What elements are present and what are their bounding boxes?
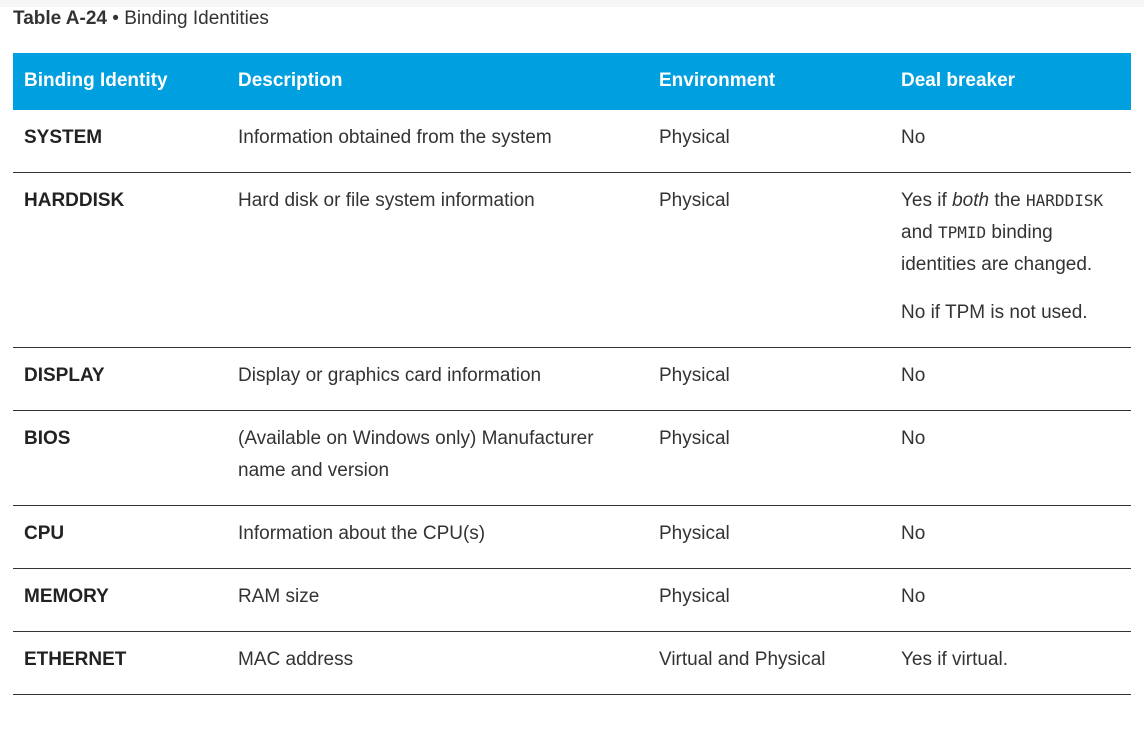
text-run: and bbox=[901, 222, 938, 243]
deal-breaker-cell: No bbox=[890, 568, 1131, 632]
environment: Physical bbox=[659, 127, 730, 148]
binding-table: Binding Identity Description Environment De… bbox=[13, 53, 1131, 695]
deal-breaker-cell: Yes if virtual. bbox=[890, 631, 1131, 695]
description: RAM size bbox=[238, 586, 320, 607]
binding-identity: DISPLAY bbox=[24, 365, 105, 386]
table-row: BIOS (Available on Windows only) Manufact… bbox=[13, 410, 1131, 506]
binding-identity-cell: DISPLAY bbox=[13, 347, 227, 411]
environment-cell: Physical bbox=[648, 568, 890, 632]
description: Display or graphics card information bbox=[238, 365, 542, 386]
description-cell: Display or graphics card information bbox=[227, 347, 648, 411]
binding-identity-cell: ETHERNET bbox=[13, 631, 227, 695]
column-header: Description bbox=[227, 53, 648, 110]
description-cell: Information obtained from the system bbox=[227, 110, 648, 173]
environment: Physical bbox=[659, 523, 730, 544]
top-band bbox=[0, 0, 1144, 7]
code-run: TPMID bbox=[937, 223, 987, 242]
table-body: SYSTEM Information obtained from the syst… bbox=[13, 110, 1131, 695]
caption-label: Table A-24 bbox=[13, 8, 107, 29]
deal-breaker: No bbox=[901, 523, 926, 544]
description: MAC address bbox=[238, 649, 354, 670]
header-row: Binding Identity Description Environment De… bbox=[13, 53, 1131, 110]
deal-breaker: No bbox=[901, 586, 926, 607]
deal-breaker-cell: Yes if both the HARDDISK and TPMID bindi… bbox=[890, 172, 1131, 348]
caption-title: Binding Identities bbox=[124, 8, 269, 29]
deal-breaker: No bbox=[901, 365, 926, 386]
table-row: MEMORY RAM size Physical No bbox=[13, 568, 1131, 632]
table-row: DISPLAY Display or graphics card informat… bbox=[13, 347, 1131, 411]
text-run: binding identities are changed. bbox=[901, 222, 1093, 275]
deal-breaker: No bbox=[901, 428, 926, 449]
description: (Available on Windows only) Manufacturer… bbox=[238, 428, 594, 481]
deal-breaker: No bbox=[901, 127, 926, 148]
binding-identity: HARDDISK bbox=[24, 190, 125, 211]
text-run: Yes if bbox=[901, 190, 953, 211]
description-cell: RAM size bbox=[227, 568, 648, 632]
binding-identity-cell: BIOS bbox=[13, 410, 227, 506]
code-run: HARDDISK bbox=[1026, 191, 1104, 210]
table-caption: Table A-24 • Binding Identities bbox=[13, 6, 269, 32]
environment: Physical bbox=[659, 190, 730, 211]
environment-cell: Physical bbox=[648, 347, 890, 411]
table-row: HARDDISK Hard disk or file system informa… bbox=[13, 172, 1131, 348]
paragraph: No if TPM is not used. bbox=[901, 297, 1120, 329]
binding-identity: MEMORY bbox=[24, 586, 109, 607]
environment-cell: Physical bbox=[648, 410, 890, 506]
binding-identity-cell: HARDDISK bbox=[13, 172, 227, 348]
deal-breaker-cell: No bbox=[890, 347, 1131, 411]
description: Information obtained from the system bbox=[238, 127, 552, 148]
environment: Physical bbox=[659, 428, 730, 449]
deal-breaker-cell: No bbox=[890, 110, 1131, 173]
environment-cell: Virtual and Physical bbox=[648, 631, 890, 695]
description-cell: (Available on Windows only) Manufacturer… bbox=[227, 410, 648, 506]
caption-separator: • bbox=[112, 8, 119, 29]
table-row: ETHERNET MAC address Virtual and Physical Y… bbox=[13, 631, 1131, 695]
binding-identity: SYSTEM bbox=[24, 127, 103, 148]
environment: Physical bbox=[659, 586, 730, 607]
table-row: CPU Information about the CPU(s) Physical N… bbox=[13, 505, 1131, 569]
paragraph: Yes if both the HARDDISK and TPMID bindi… bbox=[901, 185, 1120, 281]
deal-breaker-cell: No bbox=[890, 410, 1131, 506]
binding-identity: BIOS bbox=[24, 428, 71, 449]
binding-identity: ETHERNET bbox=[24, 649, 127, 670]
text-run: the bbox=[989, 190, 1027, 211]
column-header: Environment bbox=[648, 53, 890, 110]
description: Information about the CPU(s) bbox=[238, 523, 486, 544]
environment-cell: Physical bbox=[648, 172, 890, 348]
text-run: No if TPM is not used. bbox=[901, 302, 1088, 323]
environment-cell: Physical bbox=[648, 110, 890, 173]
column-header: Deal breaker bbox=[890, 53, 1131, 110]
description: Hard disk or file system information bbox=[238, 190, 535, 211]
italic-run: both bbox=[952, 190, 990, 211]
deal-breaker-cell: No bbox=[890, 505, 1131, 569]
binding-identity: CPU bbox=[24, 523, 65, 544]
table-row: SYSTEM Information obtained from the syst… bbox=[13, 110, 1131, 173]
binding-identity-cell: SYSTEM bbox=[13, 110, 227, 173]
environment: Physical bbox=[659, 365, 730, 386]
description-cell: Hard disk or file system information bbox=[227, 172, 648, 348]
environment-cell: Physical bbox=[648, 505, 890, 569]
environment: Virtual and Physical bbox=[659, 649, 826, 670]
description-cell: MAC address bbox=[227, 631, 648, 695]
binding-identity-cell: CPU bbox=[13, 505, 227, 569]
binding-identity-cell: MEMORY bbox=[13, 568, 227, 632]
description-cell: Information about the CPU(s) bbox=[227, 505, 648, 569]
deal-breaker: Yes if virtual. bbox=[901, 649, 1009, 670]
column-header: Binding Identity bbox=[13, 53, 227, 110]
